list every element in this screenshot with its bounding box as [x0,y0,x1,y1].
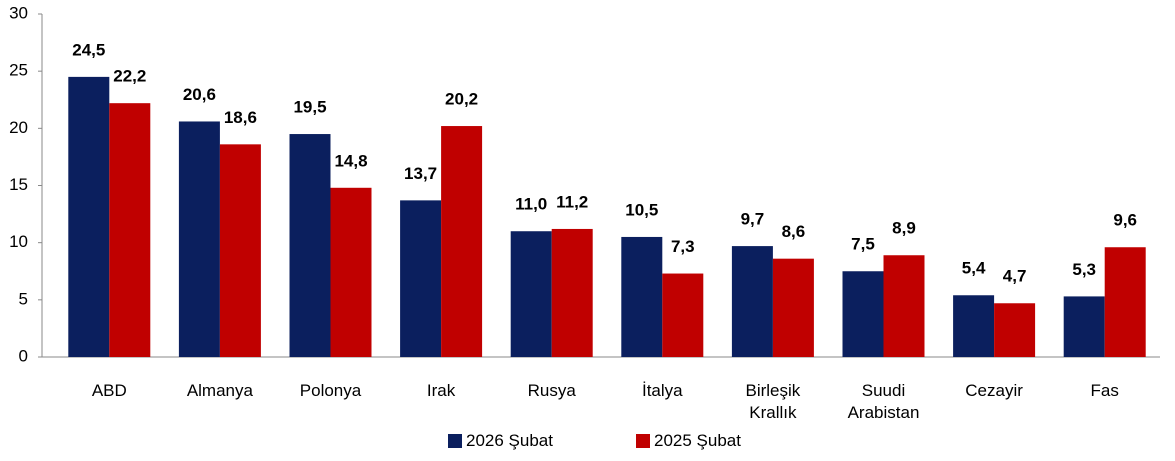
value-label: 8,6 [782,222,806,241]
value-label: 7,5 [851,235,875,254]
value-label: 4,7 [1003,267,1027,286]
value-label: 5,3 [1072,260,1096,279]
x-tick-label: Fas [1090,381,1119,400]
y-tick-label: 0 [19,346,28,365]
bar [510,231,552,357]
legend-label: 2026 Şubat [466,431,553,450]
x-tick-label: Almanya [186,381,253,400]
value-label: 11,0 [515,195,547,214]
value-label: 22,2 [113,67,146,86]
bar [330,187,372,357]
bar [883,255,925,357]
value-label: 11,2 [556,192,588,211]
bar [551,228,593,357]
bar [1063,296,1105,357]
value-label: 20,6 [183,85,216,104]
y-tick-label: 20 [9,118,28,137]
x-tick-label: ABD [91,381,127,400]
value-label: 18,6 [224,108,257,127]
value-label: 9,6 [1113,211,1137,230]
value-label: 13,7 [404,164,437,183]
legend-label: 2025 Şubat [654,431,741,450]
value-label: 19,5 [293,98,326,117]
y-tick-label: 10 [9,232,28,251]
y-tick-label: 25 [9,61,28,80]
y-tick-label: 5 [19,289,28,308]
bar [1104,247,1146,357]
bar [441,126,483,358]
bar [109,103,151,358]
bar [731,246,773,357]
value-label: 7,3 [671,237,695,256]
bar [842,271,884,357]
bar [178,121,220,358]
bar [289,134,331,357]
value-label: 10,5 [625,200,658,219]
bar [662,273,704,357]
x-tick-label: Irak [426,381,456,400]
bar [621,236,663,357]
bar [219,144,261,357]
legend-swatch [636,434,650,448]
bar [68,76,110,357]
y-tick-label: 15 [9,175,28,194]
x-tick-label: Cezayir [965,381,1023,400]
y-tick-label: 30 [9,3,28,22]
bar [772,258,814,357]
bar [400,200,442,357]
value-label: 9,7 [741,210,765,229]
bar [994,303,1036,357]
value-label: 8,9 [892,219,916,238]
x-tick-label: Polonya [299,381,362,400]
x-tick-label: İtalya [641,381,683,400]
x-tick-label: Suudi Arabistan [847,381,920,422]
value-label: 20,2 [445,90,478,109]
x-tick-label: Birleşik Krallık [745,381,801,422]
value-label: 24,5 [72,40,105,59]
value-label: 14,8 [334,151,367,170]
x-tick-label: Rusya [527,381,576,400]
bar [953,295,995,357]
value-label: 5,4 [962,259,986,278]
legend-swatch [448,434,462,448]
